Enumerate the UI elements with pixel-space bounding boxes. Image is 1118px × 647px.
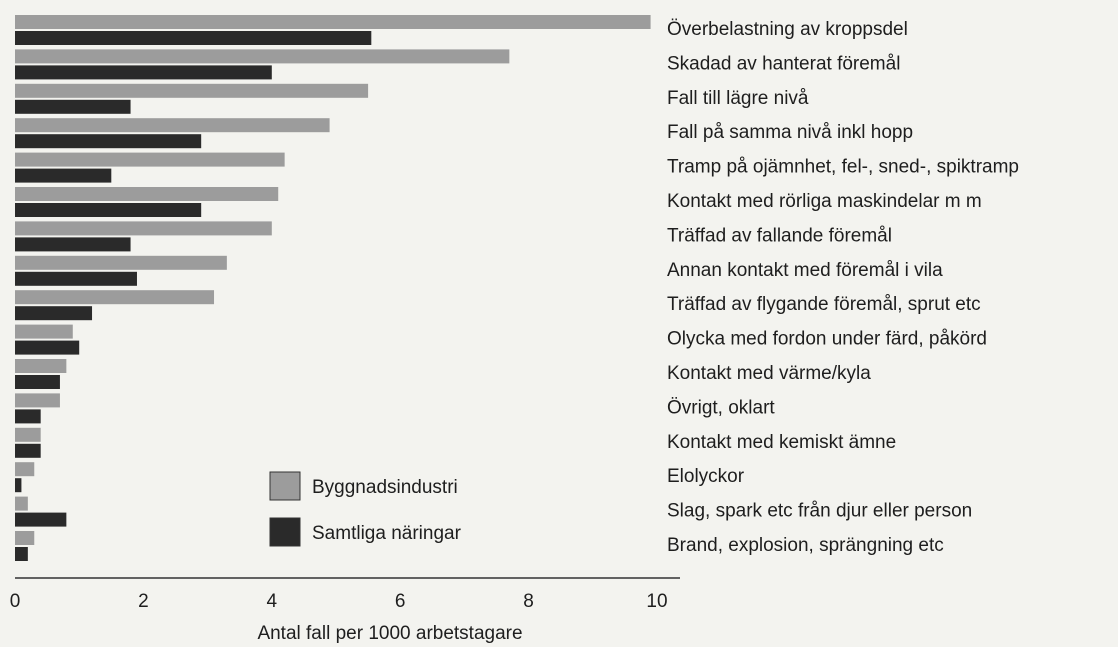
- x-tick-label: 4: [267, 591, 278, 612]
- bar: [15, 290, 215, 305]
- bar: [15, 531, 35, 545]
- legend-label: Byggnadsindustri: [312, 477, 458, 498]
- bar: [15, 15, 651, 29]
- bar: [15, 187, 279, 201]
- bar: [15, 271, 137, 286]
- category-label: Träffad av flygande föremål, sprut etc: [667, 294, 981, 315]
- bar: [15, 409, 41, 424]
- bar: [15, 83, 369, 98]
- x-tick-label: 2: [138, 591, 149, 612]
- bar: [15, 462, 35, 477]
- category-label: Brand, explosion, sprängning etc: [667, 535, 944, 556]
- x-tick-label: 6: [395, 591, 406, 612]
- category-label: Fall på samma nivå inkl hopp: [667, 122, 913, 143]
- bar: [15, 359, 67, 373]
- category-label: Överbelastning av kroppsdel: [667, 19, 908, 40]
- x-axis-label: Antal fall per 1000 arbetstagare: [257, 623, 522, 644]
- bar: [15, 255, 227, 270]
- bar: [15, 393, 60, 408]
- category-label: Fall till lägre nivå: [667, 88, 809, 109]
- bar: [15, 152, 285, 167]
- bar: [15, 203, 202, 217]
- bar: [15, 237, 131, 252]
- bar: [15, 340, 80, 355]
- category-label: Kontakt med värme/kyla: [667, 363, 871, 384]
- category-label: Kontakt med rörliga maskindelar m m: [667, 191, 982, 212]
- bar: [15, 99, 131, 114]
- x-tick-label: 10: [646, 591, 667, 612]
- legend-swatch: [269, 517, 301, 547]
- bar: [15, 118, 330, 133]
- bar: [15, 443, 41, 458]
- bar: [15, 49, 510, 64]
- category-label: Annan kontakt med föremål i vila: [667, 260, 943, 281]
- category-label: Tramp på ojämnhet, fel-, sned-, spiktram…: [667, 157, 1019, 178]
- category-label: Olycka med fordon under färd, påkörd: [667, 329, 987, 350]
- bar: [15, 324, 73, 339]
- legend-swatch: [269, 471, 301, 501]
- bar: [15, 134, 202, 149]
- bar: [15, 478, 22, 493]
- bar: [15, 168, 112, 183]
- bar: [15, 375, 60, 389]
- legend-label: Samtliga näringar: [312, 523, 462, 544]
- category-label: Kontakt med kemiskt ämne: [667, 432, 896, 453]
- x-tick-label: 8: [523, 591, 534, 612]
- bar: [15, 512, 67, 527]
- bar: [15, 496, 28, 511]
- category-label: Elolyckor: [667, 466, 745, 487]
- category-label: Skadad av hanterat föremål: [667, 53, 900, 74]
- bar: [15, 547, 28, 561]
- x-tick-label: 0: [10, 591, 21, 612]
- category-label: Slag, spark etc från djur eller person: [667, 501, 972, 522]
- category-label: Träffad av fallande föremål: [667, 225, 892, 246]
- bar: [15, 221, 272, 236]
- bar: [15, 306, 93, 321]
- bar: [15, 65, 272, 80]
- bar: [15, 31, 372, 45]
- category-label: Övrigt, oklart: [667, 397, 775, 418]
- bar: [15, 427, 41, 442]
